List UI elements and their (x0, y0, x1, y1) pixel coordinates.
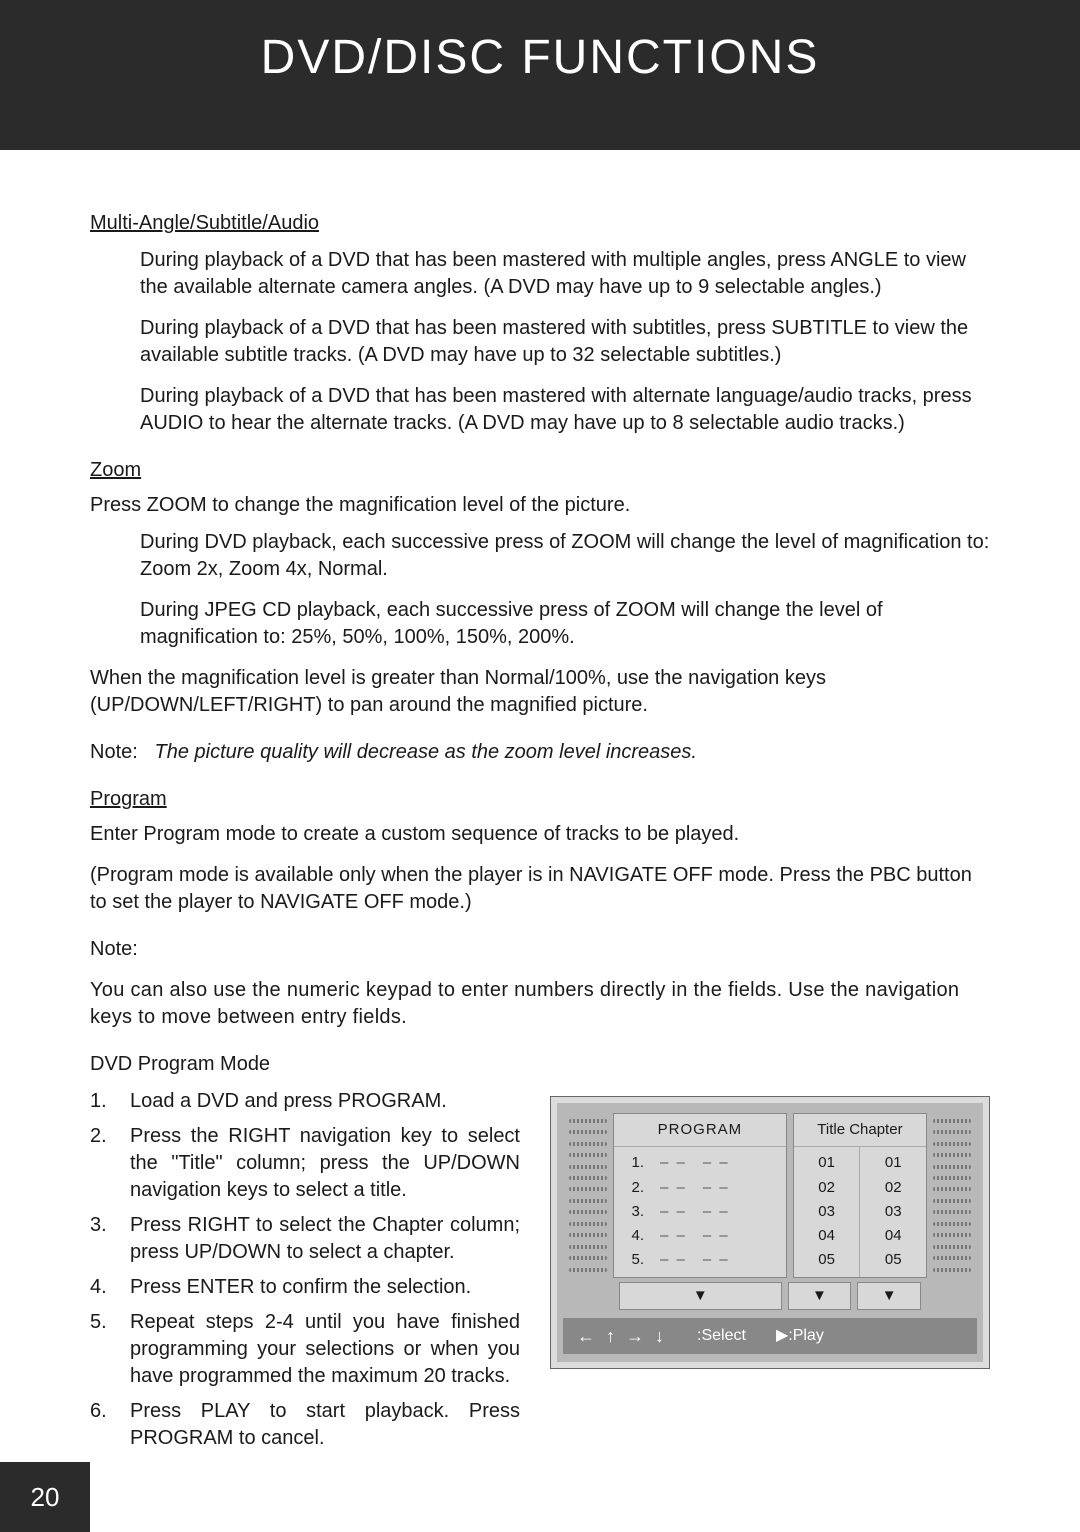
page-number: 20 (31, 1482, 60, 1513)
hatch-right (927, 1113, 977, 1278)
program-row: 1.– –– – (624, 1151, 776, 1175)
chapter-cell: 03 (860, 1200, 926, 1224)
panel-footer-bar: ← ↑ → ↓ :Select ▶:Play (563, 1318, 977, 1354)
program-note-label: Note: (90, 936, 990, 963)
page-number-tab: 20 (0, 1462, 90, 1532)
chapter-col: 01 02 03 04 05 (860, 1147, 926, 1276)
program-row: 2.– –– – (624, 1176, 776, 1200)
step-item: 3.Press RIGHT to select the Chapter colu… (90, 1212, 520, 1266)
scroll-down-program[interactable]: ▼ (619, 1282, 782, 1310)
chapter-cell: 02 (860, 1176, 926, 1200)
title-col: 01 02 03 04 05 (794, 1147, 861, 1276)
heading-program: Program (90, 786, 990, 813)
page-title: DVD/DISC FUNCTIONS (0, 30, 1080, 85)
zoom-item: During JPEG CD playback, each successive… (140, 597, 990, 651)
dvd-program-mode-heading: DVD Program Mode (90, 1051, 990, 1078)
steps-list: 1.Load a DVD and press PROGRAM. 2.Press … (90, 1088, 520, 1452)
multi-angle-item: During playback of a DVD that has been m… (140, 383, 990, 437)
zoom-item: During DVD playback, each successive pre… (140, 529, 990, 583)
step-text: Press the RIGHT navigation key to select… (130, 1123, 520, 1204)
program-row: 5.– –– – (624, 1248, 776, 1272)
program-box-head: PROGRAM (614, 1114, 786, 1147)
note-label: Note: (90, 741, 138, 763)
nav-arrows-icon: ← ↑ → ↓ (577, 1324, 667, 1348)
heading-zoom: Zoom (90, 457, 990, 484)
scroll-down-title[interactable]: ▼ (788, 1282, 852, 1310)
step-item: 6.Press PLAY to start playback. Press PR… (90, 1398, 520, 1452)
program-paren: (Program mode is available only when the… (90, 862, 990, 916)
title-cell: 02 (794, 1176, 860, 1200)
program-note-text: You can also use the numeric keypad to e… (90, 977, 990, 1031)
header-band: DVD/DISC FUNCTIONS (0, 0, 1080, 150)
hatch-left (563, 1113, 613, 1278)
program-row: 4.– –– – (624, 1224, 776, 1248)
program-row: 3.– –– – (624, 1200, 776, 1224)
step-num: 1. (90, 1088, 130, 1115)
footer-play-label: ▶:Play (776, 1325, 824, 1347)
step-item: 1.Load a DVD and press PROGRAM. (90, 1088, 520, 1115)
panel-main-row: PROGRAM 1.– –– – 2.– –– – 3.– –– – 4.– –… (557, 1113, 983, 1278)
chapter-cell: 05 (860, 1248, 926, 1272)
step-text: Press PLAY to start playback. Press PROG… (130, 1398, 520, 1452)
zoom-note: Note: The picture quality will decrease … (90, 739, 990, 766)
title-cell: 04 (794, 1224, 860, 1248)
note-text: The picture quality will decrease as the… (155, 741, 697, 763)
step-item: 4.Press ENTER to confirm the selection. (90, 1274, 520, 1301)
title-chapter-box: Title Chapter 01 02 03 04 (793, 1113, 927, 1278)
step-item: 5.Repeat steps 2-4 until you have finish… (90, 1309, 520, 1390)
two-column-row: 1.Load a DVD and press PROGRAM. 2.Press … (90, 1088, 990, 1460)
step-num: 6. (90, 1398, 130, 1452)
zoom-intro: Press ZOOM to change the magnification l… (90, 492, 990, 519)
step-num: 5. (90, 1309, 130, 1390)
zoom-list: During DVD playback, each successive pre… (90, 529, 990, 651)
title-cell: 03 (794, 1200, 860, 1224)
program-box: PROGRAM 1.– –– – 2.– –– – 3.– –– – 4.– –… (613, 1113, 787, 1278)
step-text: Press ENTER to confirm the selection. (130, 1274, 520, 1301)
content-area: Multi-Angle/Subtitle/Audio During playba… (0, 150, 1080, 1460)
multi-angle-item: During playback of a DVD that has been m… (140, 315, 990, 369)
program-panel: PROGRAM 1.– –– – 2.– –– – 3.– –– – 4.– –… (550, 1096, 990, 1369)
scroll-down-chapter[interactable]: ▼ (857, 1282, 921, 1310)
arrow-row: ▼ ▼ ▼ (557, 1282, 983, 1310)
title-cell: 05 (794, 1248, 860, 1272)
step-num: 4. (90, 1274, 130, 1301)
zoom-outro: When the magnification level is greater … (90, 665, 990, 719)
steps-column: 1.Load a DVD and press PROGRAM. 2.Press … (90, 1088, 520, 1460)
step-text: Press RIGHT to select the Chapter column… (130, 1212, 520, 1266)
panel-inner: PROGRAM 1.– –– – 2.– –– – 3.– –– – 4.– –… (557, 1103, 983, 1362)
step-num: 2. (90, 1123, 130, 1204)
tc-box-head: Title Chapter (794, 1114, 926, 1147)
program-intro: Enter Program mode to create a custom se… (90, 821, 990, 848)
program-rows: 1.– –– – 2.– –– – 3.– –– – 4.– –– – 5.– … (614, 1147, 786, 1276)
step-text: Repeat steps 2-4 until you have finished… (130, 1309, 520, 1390)
step-num: 3. (90, 1212, 130, 1266)
panel-outer: PROGRAM 1.– –– – 2.– –– – 3.– –– – 4.– –… (550, 1096, 990, 1369)
chapter-cell: 04 (860, 1224, 926, 1248)
step-item: 2.Press the RIGHT navigation key to sele… (90, 1123, 520, 1204)
chapter-cell: 01 (860, 1151, 926, 1175)
multi-angle-item: During playback of a DVD that has been m… (140, 247, 990, 301)
footer-select-label: :Select (697, 1325, 746, 1347)
step-text: Load a DVD and press PROGRAM. (130, 1088, 520, 1115)
multi-angle-list: During playback of a DVD that has been m… (90, 247, 990, 437)
panel-center: PROGRAM 1.– –– – 2.– –– – 3.– –– – 4.– –… (613, 1113, 927, 1278)
title-cell: 01 (794, 1151, 860, 1175)
heading-multi-angle: Multi-Angle/Subtitle/Audio (90, 210, 990, 237)
